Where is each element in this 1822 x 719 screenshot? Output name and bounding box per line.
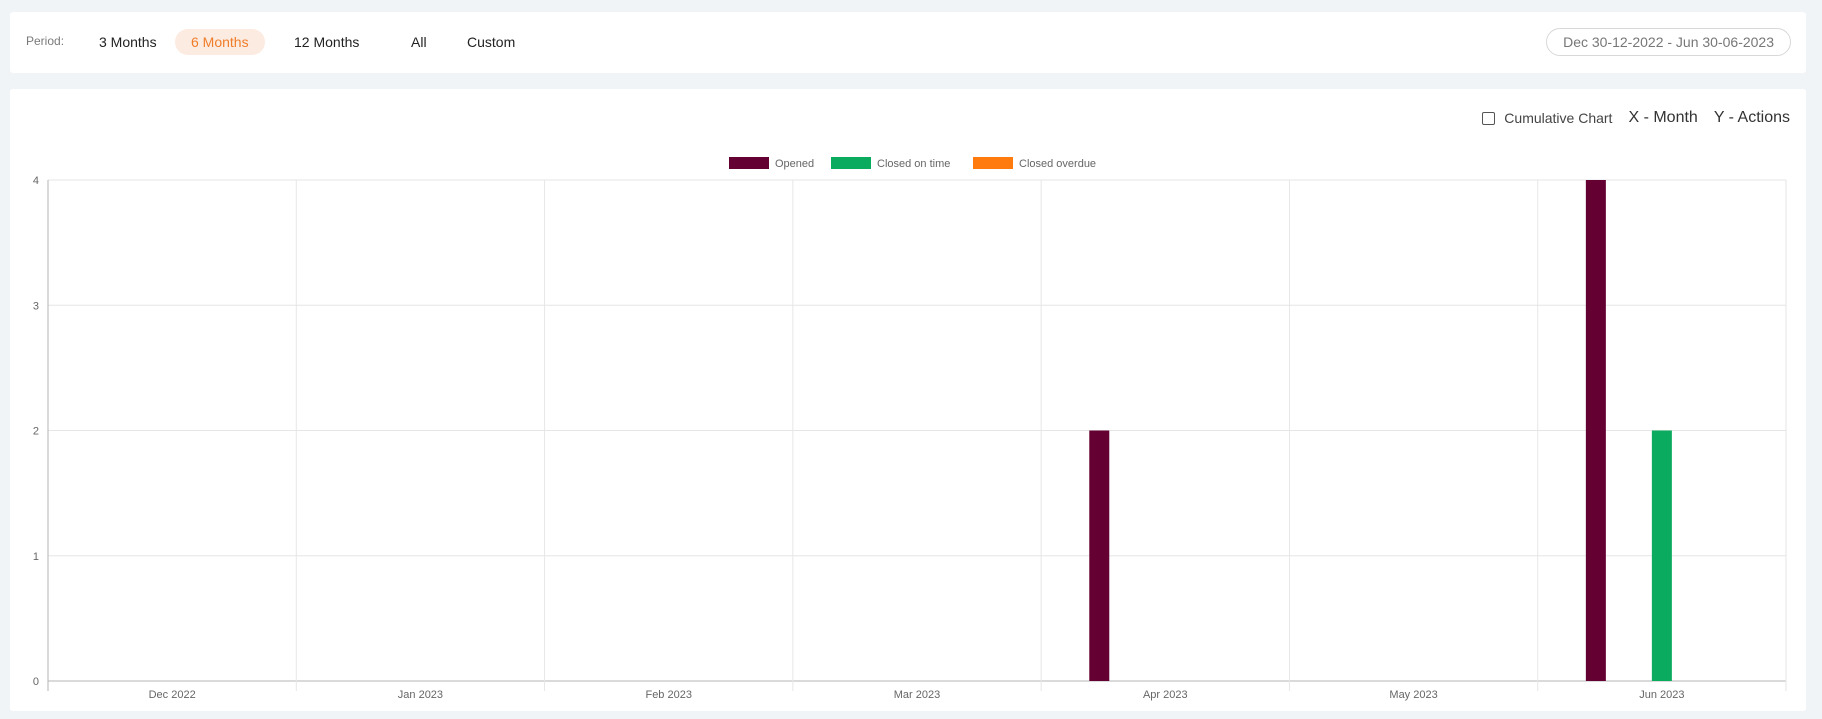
- x-tick-label: Feb 2023: [645, 689, 691, 701]
- y-tick-label: 3: [33, 300, 39, 312]
- x-tick-label: Jan 2023: [398, 689, 443, 701]
- y-tick-label: 4: [33, 175, 39, 187]
- legend-label: Closed overdue: [1019, 158, 1096, 170]
- bar-opened: [1089, 430, 1110, 681]
- y-tick-label: 2: [33, 426, 39, 438]
- period-12-months-button[interactable]: 12 Months: [294, 34, 360, 50]
- bar-opened: [1585, 180, 1606, 681]
- cumulative-chart-label[interactable]: Cumulative Chart: [1504, 110, 1613, 126]
- period-6-months-button[interactable]: 6 Months: [175, 29, 265, 55]
- period-custom-button[interactable]: Custom: [467, 34, 516, 50]
- chart-card: Cumulative Chart X - Month Y - Actions: [10, 89, 1806, 711]
- legend-label: Opened: [775, 158, 814, 170]
- period-filter-bar: Period: 3 Months 6 Months 12 Months All …: [10, 12, 1806, 73]
- legend-swatch-closed-on-time: [831, 157, 871, 169]
- y-axis-mode-label: Y - Actions: [1713, 109, 1790, 126]
- x-tick-label: Apr 2023: [1143, 689, 1188, 701]
- period-all-button[interactable]: All: [411, 34, 427, 50]
- period-3-months-button[interactable]: 3 Months: [99, 34, 157, 50]
- x-tick-label: Jun 2023: [1639, 689, 1684, 701]
- legend-label: Closed on time: [877, 158, 950, 170]
- bar-closed-on-time: [1651, 430, 1672, 681]
- period-label: Period:: [26, 34, 65, 48]
- y-tick-label: 0: [33, 676, 39, 688]
- legend-swatch-opened: [729, 157, 769, 169]
- y-tick-label: 1: [33, 551, 39, 563]
- date-range-picker[interactable]: Dec 30-12-2022 - Jun 30-06-2023: [1546, 28, 1791, 56]
- x-axis-mode-label: X - Month: [1628, 109, 1698, 126]
- legend-swatch-closed-overdue: [973, 157, 1013, 169]
- x-tick-label: Mar 2023: [894, 689, 940, 701]
- x-tick-label: Dec 2022: [149, 689, 196, 701]
- x-tick-label: May 2023: [1389, 689, 1437, 701]
- cumulative-chart-checkbox[interactable]: [1482, 111, 1496, 125]
- chart-controls: Cumulative Chart X - Month Y - Actions: [1482, 109, 1790, 127]
